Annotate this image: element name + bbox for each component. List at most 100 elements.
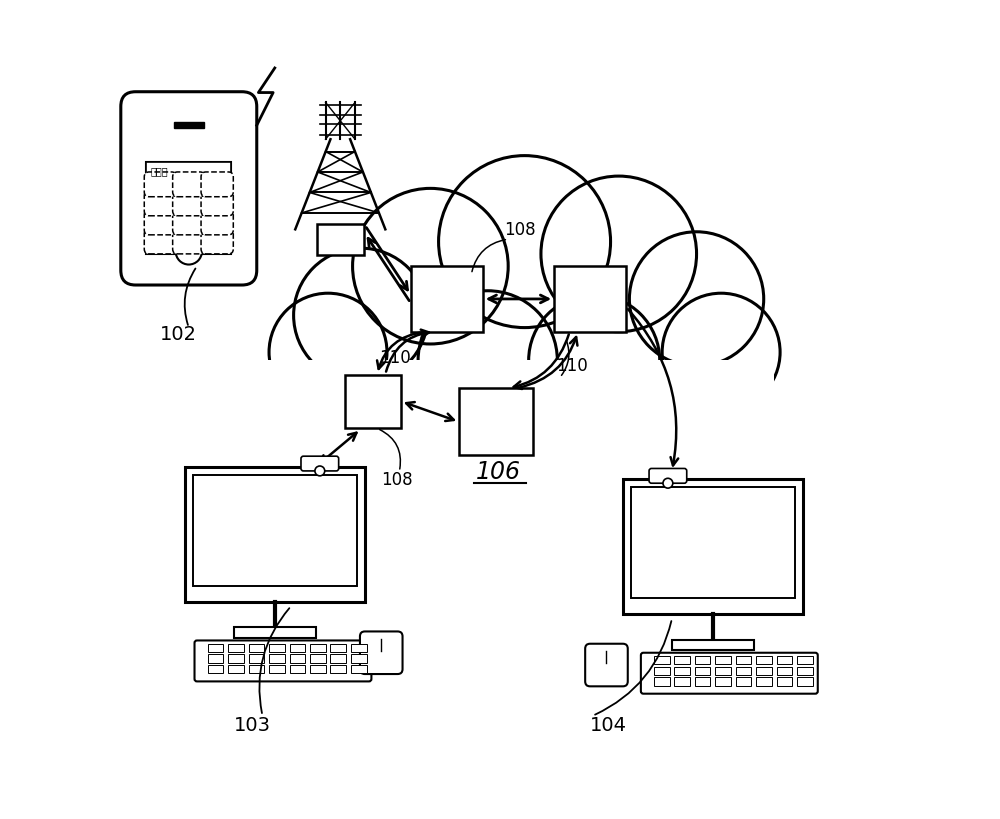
Bar — [330, 654, 346, 663]
Text: 106: 106 — [475, 460, 520, 484]
FancyBboxPatch shape — [201, 191, 233, 215]
Bar — [228, 644, 244, 652]
Bar — [310, 654, 326, 663]
Bar — [695, 677, 710, 686]
Bar — [736, 667, 751, 675]
Circle shape — [439, 156, 611, 328]
Bar — [228, 665, 244, 673]
FancyBboxPatch shape — [144, 191, 177, 215]
Circle shape — [176, 238, 202, 265]
FancyBboxPatch shape — [301, 456, 339, 471]
Circle shape — [529, 295, 660, 426]
Bar — [269, 665, 285, 673]
Bar — [654, 667, 670, 675]
FancyBboxPatch shape — [144, 172, 177, 197]
Bar — [249, 644, 264, 652]
Bar — [623, 479, 803, 614]
FancyBboxPatch shape — [144, 210, 177, 235]
Bar — [654, 677, 670, 686]
Text: 102: 102 — [160, 325, 197, 344]
FancyBboxPatch shape — [173, 229, 205, 254]
Bar — [777, 667, 792, 675]
Circle shape — [418, 291, 557, 430]
Bar — [317, 224, 364, 255]
FancyBboxPatch shape — [173, 210, 205, 235]
Bar — [310, 665, 326, 673]
Bar — [351, 644, 367, 652]
Bar — [267, 360, 774, 442]
Bar — [290, 644, 305, 652]
Bar — [234, 627, 316, 638]
Bar — [715, 667, 731, 675]
Text: 110: 110 — [379, 349, 411, 367]
Bar — [695, 667, 710, 675]
Bar — [777, 656, 792, 664]
Bar — [146, 162, 231, 254]
Bar — [208, 654, 223, 663]
Bar — [654, 656, 670, 664]
Bar — [631, 487, 795, 598]
FancyBboxPatch shape — [201, 172, 233, 197]
Bar — [228, 654, 244, 663]
FancyBboxPatch shape — [201, 210, 233, 235]
Bar — [756, 667, 772, 675]
Bar — [208, 665, 223, 673]
Bar — [756, 677, 772, 686]
Bar — [330, 644, 346, 652]
Bar — [193, 475, 357, 586]
FancyBboxPatch shape — [649, 468, 687, 483]
FancyBboxPatch shape — [173, 191, 205, 215]
Bar — [290, 654, 305, 663]
Circle shape — [269, 293, 387, 411]
Circle shape — [663, 478, 673, 488]
Bar — [146, 162, 231, 180]
Circle shape — [541, 176, 697, 332]
Bar — [554, 266, 626, 332]
Bar — [797, 667, 813, 675]
Bar — [797, 656, 813, 664]
Text: 104: 104 — [590, 716, 627, 735]
Circle shape — [315, 466, 325, 476]
FancyBboxPatch shape — [121, 92, 257, 285]
Bar — [267, 344, 774, 434]
Circle shape — [629, 232, 764, 366]
Bar — [208, 644, 223, 652]
FancyBboxPatch shape — [360, 631, 403, 674]
Bar — [269, 654, 285, 663]
Bar — [715, 656, 731, 664]
FancyBboxPatch shape — [144, 229, 177, 254]
Bar — [249, 665, 264, 673]
FancyBboxPatch shape — [195, 640, 371, 681]
Bar — [674, 667, 690, 675]
Text: 呼叫：: 呼叫： — [150, 166, 168, 176]
Bar — [797, 677, 813, 686]
Text: 110: 110 — [556, 357, 587, 375]
Bar — [249, 654, 264, 663]
Circle shape — [353, 188, 508, 344]
FancyBboxPatch shape — [173, 172, 205, 197]
Bar — [185, 467, 365, 602]
Bar — [269, 644, 285, 652]
Bar — [756, 656, 772, 664]
Circle shape — [662, 293, 780, 411]
Bar — [174, 122, 204, 128]
Bar — [290, 665, 305, 673]
FancyBboxPatch shape — [585, 644, 628, 686]
Text: 103: 103 — [234, 716, 271, 735]
Bar — [330, 665, 346, 673]
Bar — [351, 654, 367, 663]
Bar — [736, 656, 751, 664]
Bar — [674, 677, 690, 686]
Bar — [777, 677, 792, 686]
Bar — [345, 375, 401, 428]
Bar — [672, 640, 754, 650]
Bar — [674, 656, 690, 664]
Bar — [351, 665, 367, 673]
FancyBboxPatch shape — [641, 653, 818, 694]
Bar — [695, 656, 710, 664]
Bar — [411, 266, 483, 332]
Bar — [459, 388, 533, 455]
Bar — [736, 677, 751, 686]
Circle shape — [294, 248, 428, 382]
Bar — [310, 644, 326, 652]
